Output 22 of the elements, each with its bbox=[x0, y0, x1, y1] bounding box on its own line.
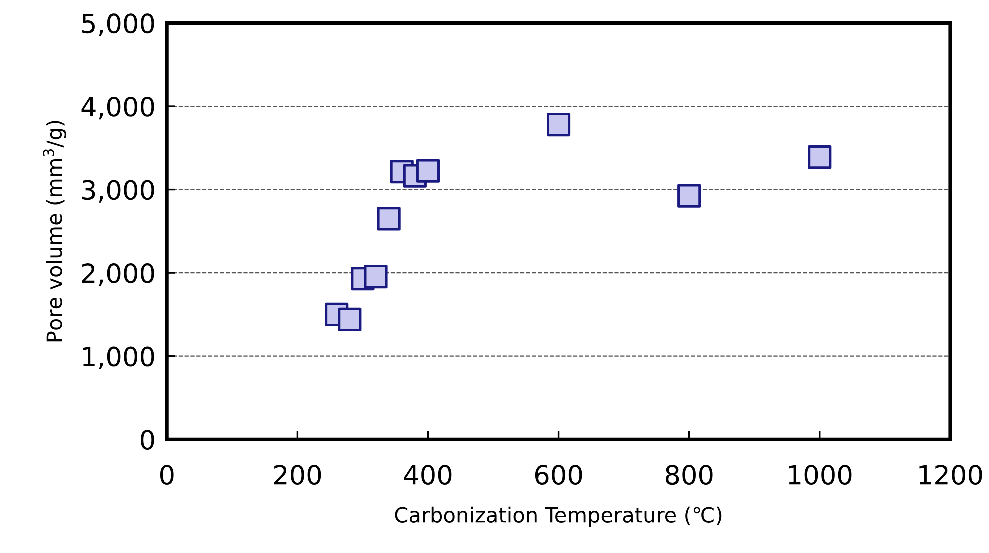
x-tick-label: 1000 bbox=[789, 465, 852, 486]
point bbox=[364, 265, 388, 289]
y-tick-label: 0 bbox=[140, 430, 154, 450]
y-tick-label: 2,000 bbox=[82, 264, 154, 286]
y-tick-label: 4,000 bbox=[82, 96, 154, 120]
y-tick-label: 1,000 bbox=[83, 346, 154, 370]
y-axis-title: Pore volume (mm$^{3}$/g) bbox=[43, 121, 66, 342]
point bbox=[547, 113, 571, 137]
y-tick-label: 3,000 bbox=[82, 180, 154, 203]
y-tick-label: 5,000 bbox=[82, 14, 154, 36]
point bbox=[808, 146, 832, 170]
x-tick-label: 0 bbox=[160, 465, 174, 486]
x-tick-label: 1200 bbox=[920, 465, 982, 486]
x-tick-label: 400 bbox=[404, 465, 452, 486]
x-tick-label: 800 bbox=[666, 465, 713, 486]
x-tick-label: 600 bbox=[535, 465, 582, 486]
point bbox=[377, 207, 401, 231]
point bbox=[678, 184, 702, 208]
x-tick-label: 200 bbox=[274, 465, 322, 486]
point bbox=[416, 159, 440, 183]
x-axis-title: Carbonization Temperature (℃) bbox=[395, 506, 722, 528]
point bbox=[338, 308, 362, 332]
